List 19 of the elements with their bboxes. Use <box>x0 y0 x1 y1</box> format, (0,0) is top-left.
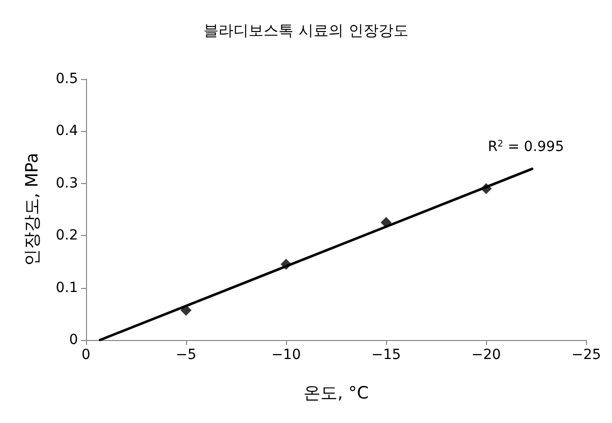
point <box>380 217 392 228</box>
y-axis-title: 인장강도, MPa <box>22 152 42 266</box>
point <box>480 183 492 194</box>
point <box>280 258 292 270</box>
y-tick-label: 0.1 <box>56 280 78 296</box>
y-tick-label: 0.4 <box>56 123 78 140</box>
y-tick-label: 0.5 <box>56 71 78 87</box>
x-tick-label: −20 <box>471 347 501 363</box>
x-tick-label: −15 <box>371 347 401 363</box>
point <box>180 304 192 316</box>
chart-title: 블라디보스톡 시료의 인장강도 <box>204 22 408 40</box>
y-tick-label: 0 <box>69 332 78 348</box>
x-tick-label: −5 <box>176 347 196 363</box>
x-tick-label: −10 <box>271 347 301 363</box>
x-axis-title: 온도, °C <box>304 384 369 404</box>
x-tick-label: −25 <box>571 347 601 363</box>
x-tick-label: 0 <box>82 347 90 363</box>
y-tick-label: 0.3 <box>56 175 78 192</box>
y-tick-label: 0.2 <box>56 228 78 244</box>
